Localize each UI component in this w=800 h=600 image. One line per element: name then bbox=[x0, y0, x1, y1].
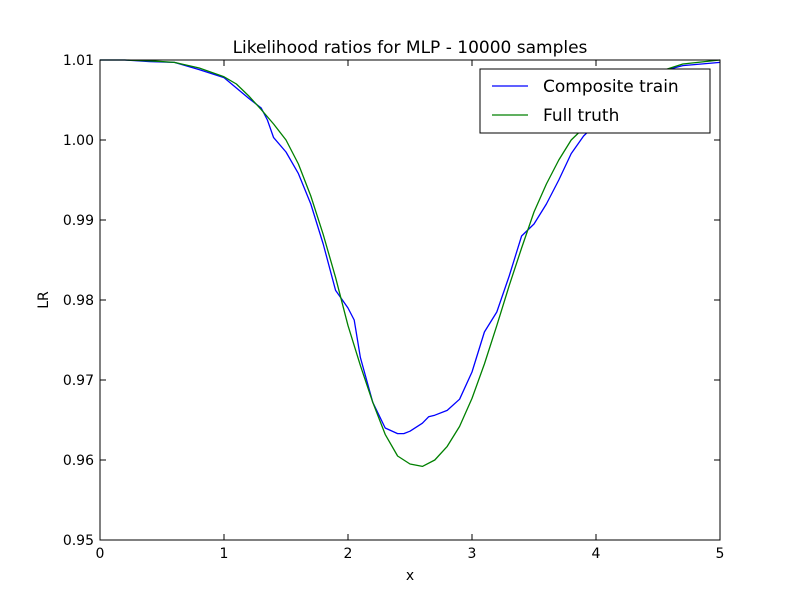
y-tick-label: 1.01 bbox=[63, 53, 94, 69]
legend-label-full-truth: Full truth bbox=[543, 106, 619, 126]
x-tick-label: 0 bbox=[96, 546, 105, 562]
x-tick-label: 2 bbox=[344, 546, 353, 562]
y-tick-label: 0.97 bbox=[63, 373, 94, 389]
y-axis-title: LR bbox=[36, 291, 52, 309]
plot-background bbox=[100, 60, 720, 540]
x-tick-label: 1 bbox=[220, 546, 229, 562]
y-tick-label: 0.99 bbox=[63, 213, 94, 229]
x-tick-label: 4 bbox=[592, 546, 601, 562]
y-tick-label: 0.95 bbox=[63, 533, 94, 549]
legend-label-composite-train: Composite train bbox=[543, 77, 679, 97]
legend: Composite train Full truth bbox=[479, 68, 711, 134]
chart-title: Likelihood ratios for MLP - 10000 sample… bbox=[233, 38, 588, 58]
legend-box bbox=[479, 68, 711, 134]
x-tick-label: 5 bbox=[716, 546, 725, 562]
series-line-full-truth bbox=[100, 59, 721, 468]
x-tick-label: 3 bbox=[468, 546, 477, 562]
plot-area bbox=[99, 59, 721, 541]
series-layer bbox=[100, 59, 721, 468]
y-tick-label: 0.98 bbox=[63, 293, 94, 309]
y-tick-label: 0.96 bbox=[63, 453, 94, 469]
x-axis-title: x bbox=[406, 568, 414, 584]
y-axis: 0.95 0.96 0.97 0.98 0.99 1.00 1.01 bbox=[63, 53, 720, 549]
y-tick-label: 1.00 bbox=[63, 133, 94, 149]
series-line-composite-train bbox=[100, 59, 721, 435]
x-axis: 0 1 2 3 4 5 bbox=[96, 60, 725, 562]
